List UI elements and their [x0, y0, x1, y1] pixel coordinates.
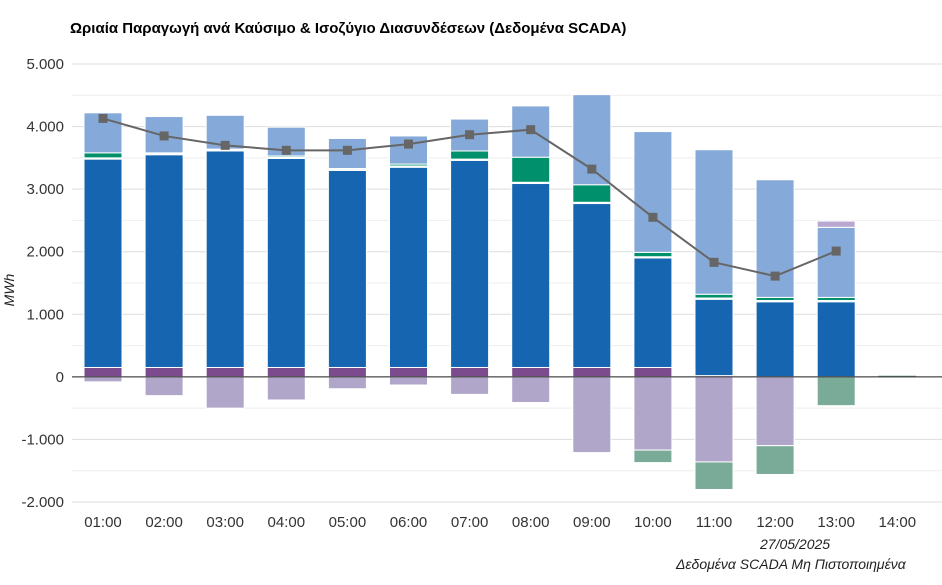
x-tick-label: 08:00 [512, 514, 550, 531]
bar-segment [511, 183, 551, 368]
bar-segment [816, 226, 856, 298]
chart-title: Ωριαία Παραγωγή ανά Καύσιμο & Ισοζύγιο Δ… [70, 20, 627, 37]
bar-segment [389, 366, 428, 378]
bar-segment [694, 298, 734, 377]
x-tick-label: 11:00 [696, 514, 732, 531]
bar-segment [205, 150, 245, 368]
bar-segment [205, 366, 245, 378]
total-line-marker [770, 271, 780, 281]
x-tick-label: 13:00 [817, 514, 855, 531]
bar-segment [816, 220, 856, 228]
x-tick-label: 04:00 [268, 514, 306, 531]
bar-segment [572, 184, 612, 203]
bar-segment [694, 376, 734, 463]
bar-segment [755, 445, 795, 475]
total-line-marker [709, 257, 719, 267]
bar-segment [755, 376, 795, 447]
bar-segment [633, 131, 673, 253]
y-axis-label: MWh [1, 273, 17, 306]
total-line-marker [526, 125, 536, 135]
bar-segment [389, 166, 428, 368]
x-tick-label: 07:00 [451, 514, 489, 531]
bar-segment [327, 169, 367, 368]
bar-segment [511, 376, 551, 404]
x-tick-label: 03:00 [206, 514, 244, 531]
bar-segment [205, 376, 245, 409]
bar-segment [816, 301, 856, 378]
bar-segment [144, 376, 184, 397]
bar-segment [327, 366, 367, 378]
bar-segment [633, 376, 673, 451]
bar-segment [266, 366, 306, 378]
x-tick-label: 01:00 [84, 514, 122, 531]
bars [83, 94, 917, 490]
y-tick-label: 0 [56, 369, 64, 386]
y-tick-label: 2.000 [26, 244, 64, 261]
y-tick-label: -1.000 [21, 431, 64, 448]
bar-segment [816, 376, 856, 407]
y-tick-label: 4.000 [26, 119, 64, 136]
footer-note: Δεδομένα SCADA Μη Πιστοποιημένα [676, 556, 906, 572]
bar-segment [389, 376, 428, 386]
bar-segment [144, 366, 184, 378]
total-line-marker [648, 212, 658, 222]
bar-segment [755, 301, 795, 378]
bar-segment [450, 150, 490, 160]
bar-segment [694, 461, 734, 490]
bar-segment [266, 376, 306, 401]
bar-segment [83, 152, 123, 159]
grid-lines [72, 63, 942, 503]
y-tick-label: 1.000 [26, 306, 64, 323]
x-tick-label: 02:00 [145, 514, 183, 531]
bar-segment [83, 376, 123, 383]
bar-segment [450, 159, 490, 368]
bar-segment [633, 257, 673, 368]
bar-segment [511, 156, 551, 183]
bar-segment [511, 366, 551, 378]
x-axis-ticks: 01:00 02:00 03:00 04:00 05:00 06:00 07:00 08:00… [84, 514, 916, 531]
bar-segment [83, 158, 123, 368]
bar-segment [633, 366, 673, 378]
y-tick-label: 5.000 [26, 56, 64, 73]
bar-segment [633, 449, 673, 464]
y-axis-ticks: -2.000 -1.000 0 1.000 2.000 3.000 4.000 5.000 [21, 56, 64, 511]
bar-segment [389, 135, 428, 165]
total-line-marker [465, 130, 475, 140]
total-line-marker [587, 164, 597, 174]
total-line-marker [281, 145, 291, 155]
bar-segment [572, 203, 612, 368]
total-line-marker [342, 145, 352, 155]
bar-segment [694, 149, 734, 295]
total-line-marker [98, 113, 108, 123]
total-line-marker [159, 131, 169, 141]
bar-segment [633, 251, 673, 258]
total-line-marker [220, 140, 230, 150]
bar-segment [694, 293, 734, 299]
bar-segment [572, 366, 612, 378]
bar-segment [450, 376, 490, 395]
bar-segment [144, 154, 184, 368]
bar-segment [83, 366, 123, 378]
y-tick-label: 3.000 [26, 181, 64, 198]
x-tick-label: 09:00 [573, 514, 611, 531]
bar-segment [266, 157, 306, 368]
x-tick-label: 06:00 [390, 514, 428, 531]
x-tick-label: 10:00 [634, 514, 672, 531]
x-tick-label: 05:00 [329, 514, 367, 531]
total-line-marker [404, 139, 413, 149]
x-tick-label: 12:00 [756, 514, 794, 531]
y-tick-label: -2.000 [21, 494, 64, 511]
bar-segment [327, 376, 367, 390]
bar-segment [450, 366, 490, 378]
x-tick-label: 14:00 [879, 514, 917, 531]
bar-segment [572, 376, 612, 454]
total-line-marker [831, 246, 841, 256]
total-line [98, 113, 841, 281]
footer-date: 27/05/2025 [760, 536, 831, 552]
